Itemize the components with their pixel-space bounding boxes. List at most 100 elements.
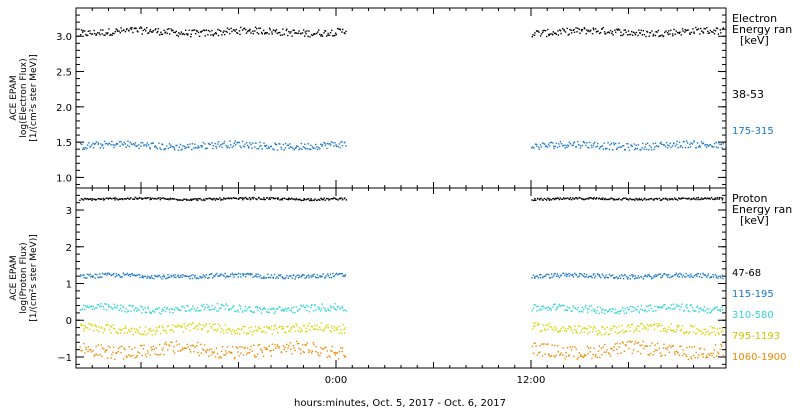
data-point xyxy=(220,273,223,275)
y-tick-label: 2.5 xyxy=(56,68,72,79)
data-point xyxy=(646,311,648,313)
data-point xyxy=(204,143,206,145)
data-point xyxy=(195,199,198,201)
data-point xyxy=(702,198,704,200)
data-point xyxy=(228,308,231,310)
data-point xyxy=(134,331,137,333)
data-point xyxy=(261,351,263,354)
data-point xyxy=(141,306,143,308)
data-point xyxy=(587,353,589,355)
data-point xyxy=(640,323,642,325)
data-point xyxy=(633,343,636,345)
data-point xyxy=(179,199,181,201)
data-point xyxy=(130,310,132,312)
data-point xyxy=(290,348,292,350)
data-point xyxy=(547,306,550,308)
data-point xyxy=(307,198,310,200)
data-point xyxy=(633,310,635,312)
data-point xyxy=(124,143,127,145)
data-point xyxy=(345,30,347,33)
data-point xyxy=(239,346,241,348)
data-point xyxy=(718,275,720,278)
data-point xyxy=(246,273,248,275)
data-point xyxy=(112,351,114,353)
data-point xyxy=(288,198,291,200)
data-point xyxy=(244,309,246,312)
data-point xyxy=(341,28,344,31)
data-point xyxy=(555,309,557,311)
data-point xyxy=(577,357,580,359)
data-point xyxy=(241,328,243,330)
data-point xyxy=(295,32,297,34)
data-point xyxy=(261,309,264,311)
data-point xyxy=(714,197,717,199)
data-point xyxy=(688,310,691,313)
data-point xyxy=(121,30,123,32)
data-point xyxy=(684,31,686,33)
data-point xyxy=(318,308,320,311)
data-point xyxy=(103,140,106,143)
data-point xyxy=(191,308,193,310)
data-point xyxy=(570,32,573,34)
data-point xyxy=(203,29,206,32)
data-point xyxy=(253,354,256,356)
data-point xyxy=(598,197,600,199)
data-point xyxy=(622,145,624,147)
data-point xyxy=(95,353,97,355)
data-point xyxy=(278,143,280,145)
data-point xyxy=(241,140,244,143)
data-point xyxy=(660,141,662,144)
data-point xyxy=(236,142,238,144)
data-point xyxy=(274,311,277,313)
data-point xyxy=(635,144,637,146)
data-point xyxy=(700,27,702,30)
data-point xyxy=(97,143,99,145)
data-point xyxy=(343,328,345,331)
data-point xyxy=(149,327,152,330)
data-point xyxy=(559,329,562,332)
data-point xyxy=(632,31,635,33)
data-point xyxy=(128,304,130,307)
data-point xyxy=(144,307,146,309)
data-point xyxy=(573,28,575,31)
data-point xyxy=(267,273,269,275)
data-point xyxy=(123,347,125,349)
data-point xyxy=(245,273,247,276)
data-point xyxy=(533,34,536,37)
data-point xyxy=(200,276,202,278)
data-point xyxy=(90,323,93,326)
data-point xyxy=(163,354,165,356)
data-point xyxy=(272,276,274,278)
data-point xyxy=(677,351,679,353)
data-point xyxy=(711,146,714,148)
data-point xyxy=(636,277,639,279)
data-point xyxy=(708,354,711,356)
data-point xyxy=(102,147,105,149)
data-point xyxy=(233,357,236,360)
data-point xyxy=(105,32,107,34)
data-point xyxy=(108,329,111,331)
data-point xyxy=(147,332,149,335)
data-point xyxy=(89,324,92,326)
data-point xyxy=(665,330,667,332)
data-point xyxy=(130,355,133,358)
data-point xyxy=(626,341,629,343)
data-point xyxy=(300,352,302,355)
data-point xyxy=(339,29,342,31)
data-point xyxy=(681,303,683,305)
data-point xyxy=(548,199,551,201)
data-point xyxy=(544,145,547,147)
data-point xyxy=(558,198,561,201)
data-point xyxy=(650,325,653,327)
data-point xyxy=(225,303,227,305)
data-point xyxy=(715,307,717,309)
data-point xyxy=(633,331,635,333)
data-point xyxy=(325,275,328,277)
data-point xyxy=(270,350,272,352)
data-point xyxy=(692,28,694,30)
data-point xyxy=(258,307,261,309)
data-point xyxy=(571,345,574,348)
data-point xyxy=(238,304,240,306)
data-point xyxy=(615,198,618,201)
data-point xyxy=(315,345,317,348)
